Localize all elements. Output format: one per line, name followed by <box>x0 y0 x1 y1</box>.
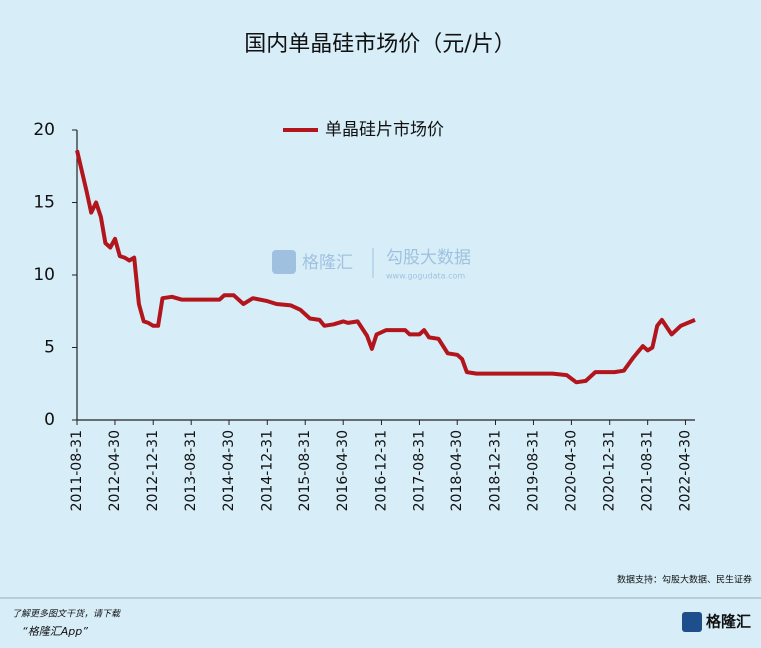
footer-text: 了解更多图文干货，请下载 <box>12 609 121 620</box>
x-tick-label: 2016-12-31 <box>373 430 389 511</box>
x-tick-label: 2019-08-31 <box>525 430 541 511</box>
chart-title: 国内单晶硅市场价（元/片） <box>244 32 515 57</box>
x-tick-label: 2014-04-30 <box>221 430 237 511</box>
y-tick-label: 5 <box>44 338 55 358</box>
source: 数据支持：勾股大数据、民生证券 <box>617 574 752 586</box>
y-tick-label: 10 <box>33 265 55 285</box>
footer-app: “格隆汇App” <box>22 625 88 638</box>
x-tick-label: 2016-04-30 <box>335 430 351 511</box>
x-tick-label: 2021-08-31 <box>640 430 656 511</box>
watermark-logo <box>272 250 296 274</box>
legend-label: 单晶硅片市场价 <box>325 120 444 140</box>
x-tick-label: 2020-04-30 <box>563 430 579 511</box>
x-tick-label: 2015-08-31 <box>297 430 313 511</box>
x-tick-label: 2012-04-30 <box>107 430 123 511</box>
y-tick-label: 0 <box>44 410 55 430</box>
x-tick-label: 2018-12-31 <box>488 430 504 511</box>
x-tick-label: 2020-12-31 <box>602 430 618 511</box>
line <box>75 149 696 385</box>
watermark-brand: 格隆汇 <box>302 253 353 273</box>
y-tick-label: 20 <box>33 120 55 140</box>
footer-logo: 格隆汇 <box>706 613 751 631</box>
watermark: 格隆汇 勾股大数据 www.gogudata.com <box>272 248 471 281</box>
watermark-partner: 勾股大数据 <box>386 248 471 268</box>
footer-logo-icon <box>682 612 702 632</box>
x-tick-label: 2018-04-30 <box>449 430 465 511</box>
x-tick-label: 2012-12-31 <box>145 430 161 511</box>
x-tick-label: 2013-08-31 <box>183 430 199 511</box>
x-tick-label: 2014-12-31 <box>259 430 275 511</box>
y-tick-label: 15 <box>33 193 55 213</box>
x-tick-label: 2017-08-31 <box>411 430 427 511</box>
x-tick-label: 2011-08-31 <box>69 430 85 511</box>
x-tick-label: 2022-04-30 <box>677 430 693 511</box>
watermark-url: www.gogudata.com <box>386 272 465 281</box>
